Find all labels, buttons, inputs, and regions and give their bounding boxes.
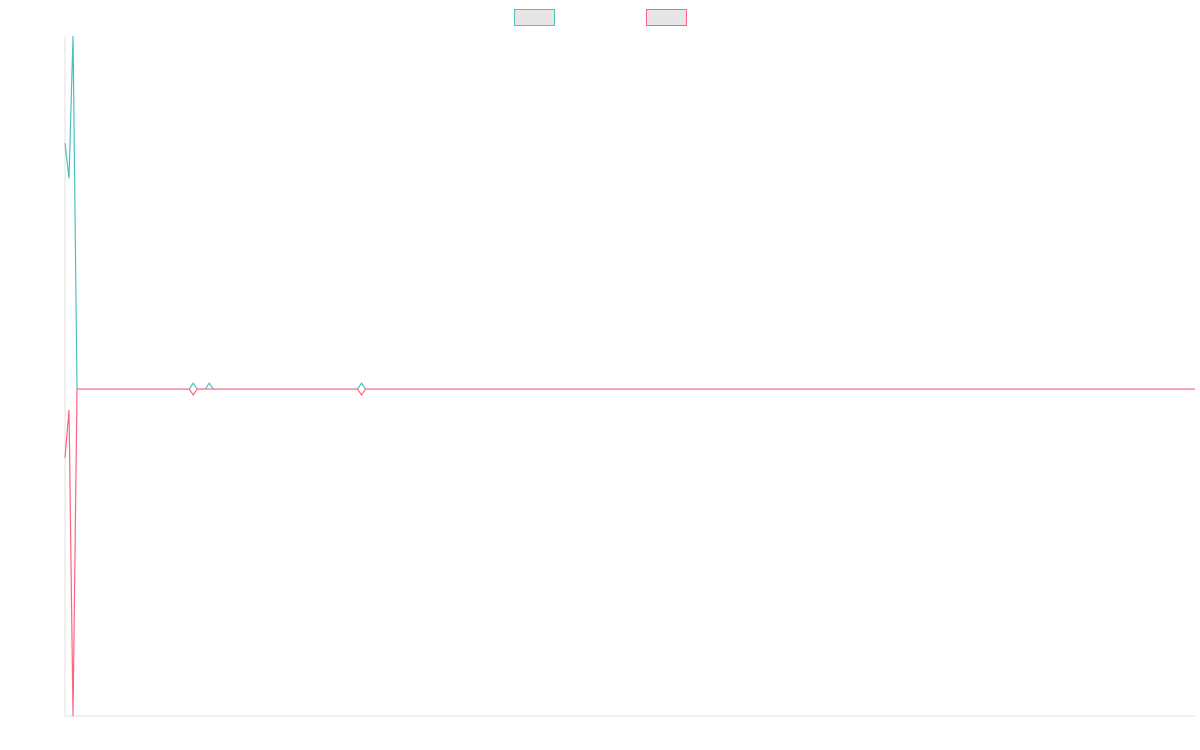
legend-swatch	[514, 9, 555, 26]
series-line	[64, 388, 1195, 717]
legend-swatch	[646, 9, 687, 26]
series-line	[64, 35, 1195, 390]
